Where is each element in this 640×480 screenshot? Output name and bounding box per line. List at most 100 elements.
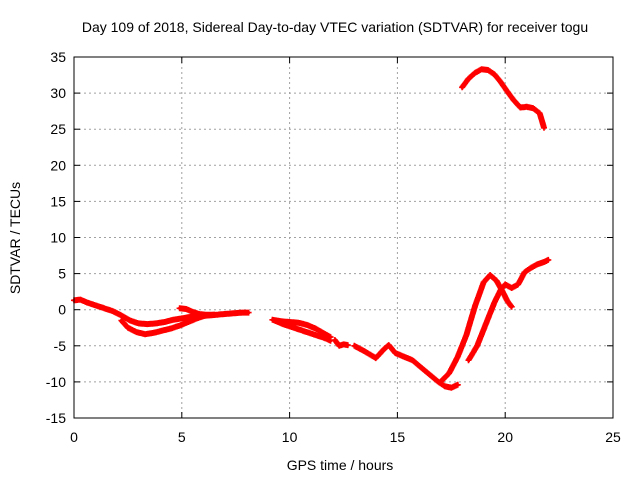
data-point bbox=[178, 306, 182, 310]
data-point bbox=[494, 279, 499, 283]
chart-title: Day 109 of 2018, Sidereal Day-to-day VTE… bbox=[82, 19, 588, 35]
data-point bbox=[78, 297, 83, 302]
data-point bbox=[499, 80, 503, 84]
data-markers bbox=[71, 66, 552, 391]
data-point bbox=[374, 356, 378, 360]
data-point bbox=[85, 300, 89, 305]
data-point bbox=[296, 321, 300, 325]
data-point bbox=[473, 304, 477, 308]
data-point bbox=[178, 323, 182, 328]
data-point bbox=[382, 347, 387, 351]
data-point bbox=[102, 306, 106, 310]
data-point bbox=[447, 371, 451, 375]
series-satellite-track-9 bbox=[465, 256, 552, 364]
data-point bbox=[466, 77, 471, 81]
y-tick-label: 15 bbox=[50, 193, 66, 209]
data-point bbox=[313, 326, 318, 331]
series-satellite-track-3 bbox=[176, 305, 218, 318]
data-point bbox=[352, 344, 356, 348]
y-tick-label: 35 bbox=[50, 49, 66, 65]
series-satellite-track-10 bbox=[459, 66, 547, 131]
data-point bbox=[281, 322, 285, 326]
data-point bbox=[535, 262, 540, 266]
data-point bbox=[145, 322, 149, 326]
data-point bbox=[410, 358, 415, 362]
data-point bbox=[531, 106, 535, 110]
series-markers bbox=[71, 296, 252, 328]
data-point bbox=[288, 320, 292, 324]
data-point bbox=[134, 330, 139, 334]
series-satellite-track-5 bbox=[271, 317, 334, 344]
series-markers bbox=[351, 342, 461, 391]
series-satellite-track-6 bbox=[331, 337, 351, 349]
data-point bbox=[346, 343, 350, 347]
data-point bbox=[363, 349, 367, 354]
data-point bbox=[510, 305, 514, 309]
data-point bbox=[428, 373, 432, 377]
data-point bbox=[516, 282, 520, 287]
data-point bbox=[419, 365, 423, 370]
data-point bbox=[307, 331, 311, 335]
data-point bbox=[195, 316, 199, 320]
series-satellite-track-7 bbox=[351, 342, 461, 391]
series-markers bbox=[465, 256, 552, 364]
data-point bbox=[479, 67, 484, 71]
data-point bbox=[333, 338, 337, 342]
data-point bbox=[525, 105, 529, 109]
data-point bbox=[186, 320, 190, 324]
y-axis-label: SDTVAR / TECUs bbox=[7, 182, 23, 294]
data-point bbox=[305, 323, 309, 327]
data-point bbox=[231, 311, 236, 315]
data-point bbox=[505, 90, 509, 94]
data-point bbox=[119, 318, 124, 323]
data-point bbox=[171, 318, 175, 322]
data-point bbox=[466, 358, 471, 362]
data-point bbox=[119, 313, 124, 318]
y-tick-label: 20 bbox=[50, 157, 66, 173]
data-point bbox=[505, 299, 509, 303]
axis-ticks: 0 5 10 15 20 25 -15 -10 -5 0 5 10 15 20 25 30 35 bbox=[46, 49, 621, 445]
data-point bbox=[460, 85, 464, 89]
data-point bbox=[523, 270, 527, 274]
data-point bbox=[393, 351, 397, 355]
data-point bbox=[546, 258, 550, 262]
data-point bbox=[538, 111, 542, 115]
data-point bbox=[324, 336, 328, 341]
data-point bbox=[162, 320, 167, 324]
data-point bbox=[197, 312, 201, 316]
data-point bbox=[473, 71, 477, 75]
y-tick-label: 30 bbox=[50, 85, 66, 101]
data-point bbox=[180, 316, 184, 320]
data-point bbox=[529, 266, 533, 270]
data-point bbox=[337, 344, 341, 348]
data-point bbox=[492, 72, 497, 76]
data-point bbox=[503, 282, 507, 287]
data-point bbox=[128, 318, 132, 323]
y-tick-label: -10 bbox=[46, 374, 66, 390]
data-point bbox=[456, 355, 460, 359]
data-point bbox=[438, 380, 443, 384]
y-tick-label: 5 bbox=[58, 266, 66, 282]
data-point bbox=[316, 334, 320, 338]
x-tick-label: 5 bbox=[178, 429, 186, 445]
data-point bbox=[449, 386, 453, 390]
y-tick-label: -15 bbox=[46, 410, 66, 426]
data-point bbox=[143, 332, 147, 336]
data-point bbox=[492, 300, 497, 305]
data-point bbox=[184, 307, 188, 311]
data-point bbox=[499, 287, 503, 292]
y-tick-label: 25 bbox=[50, 121, 66, 137]
data-point bbox=[111, 309, 115, 313]
data-point bbox=[203, 313, 208, 317]
data-point bbox=[240, 310, 244, 315]
x-tick-label: 20 bbox=[497, 429, 513, 445]
data-point bbox=[464, 333, 468, 337]
data-point bbox=[387, 343, 391, 347]
data-point bbox=[160, 329, 164, 333]
data-point bbox=[486, 68, 490, 72]
data-point bbox=[223, 312, 227, 316]
data-point bbox=[443, 384, 447, 388]
data-point bbox=[298, 328, 302, 332]
y-tick-label: -5 bbox=[54, 338, 67, 354]
